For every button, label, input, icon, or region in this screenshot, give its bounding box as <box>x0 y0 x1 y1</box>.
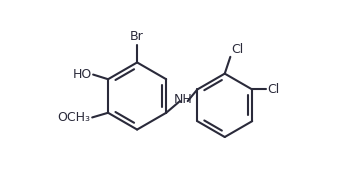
Text: NH: NH <box>174 93 193 106</box>
Text: OCH₃: OCH₃ <box>58 111 91 124</box>
Text: Cl: Cl <box>231 43 243 56</box>
Text: Cl: Cl <box>267 83 279 96</box>
Text: Br: Br <box>130 30 144 43</box>
Text: HO: HO <box>72 68 92 81</box>
